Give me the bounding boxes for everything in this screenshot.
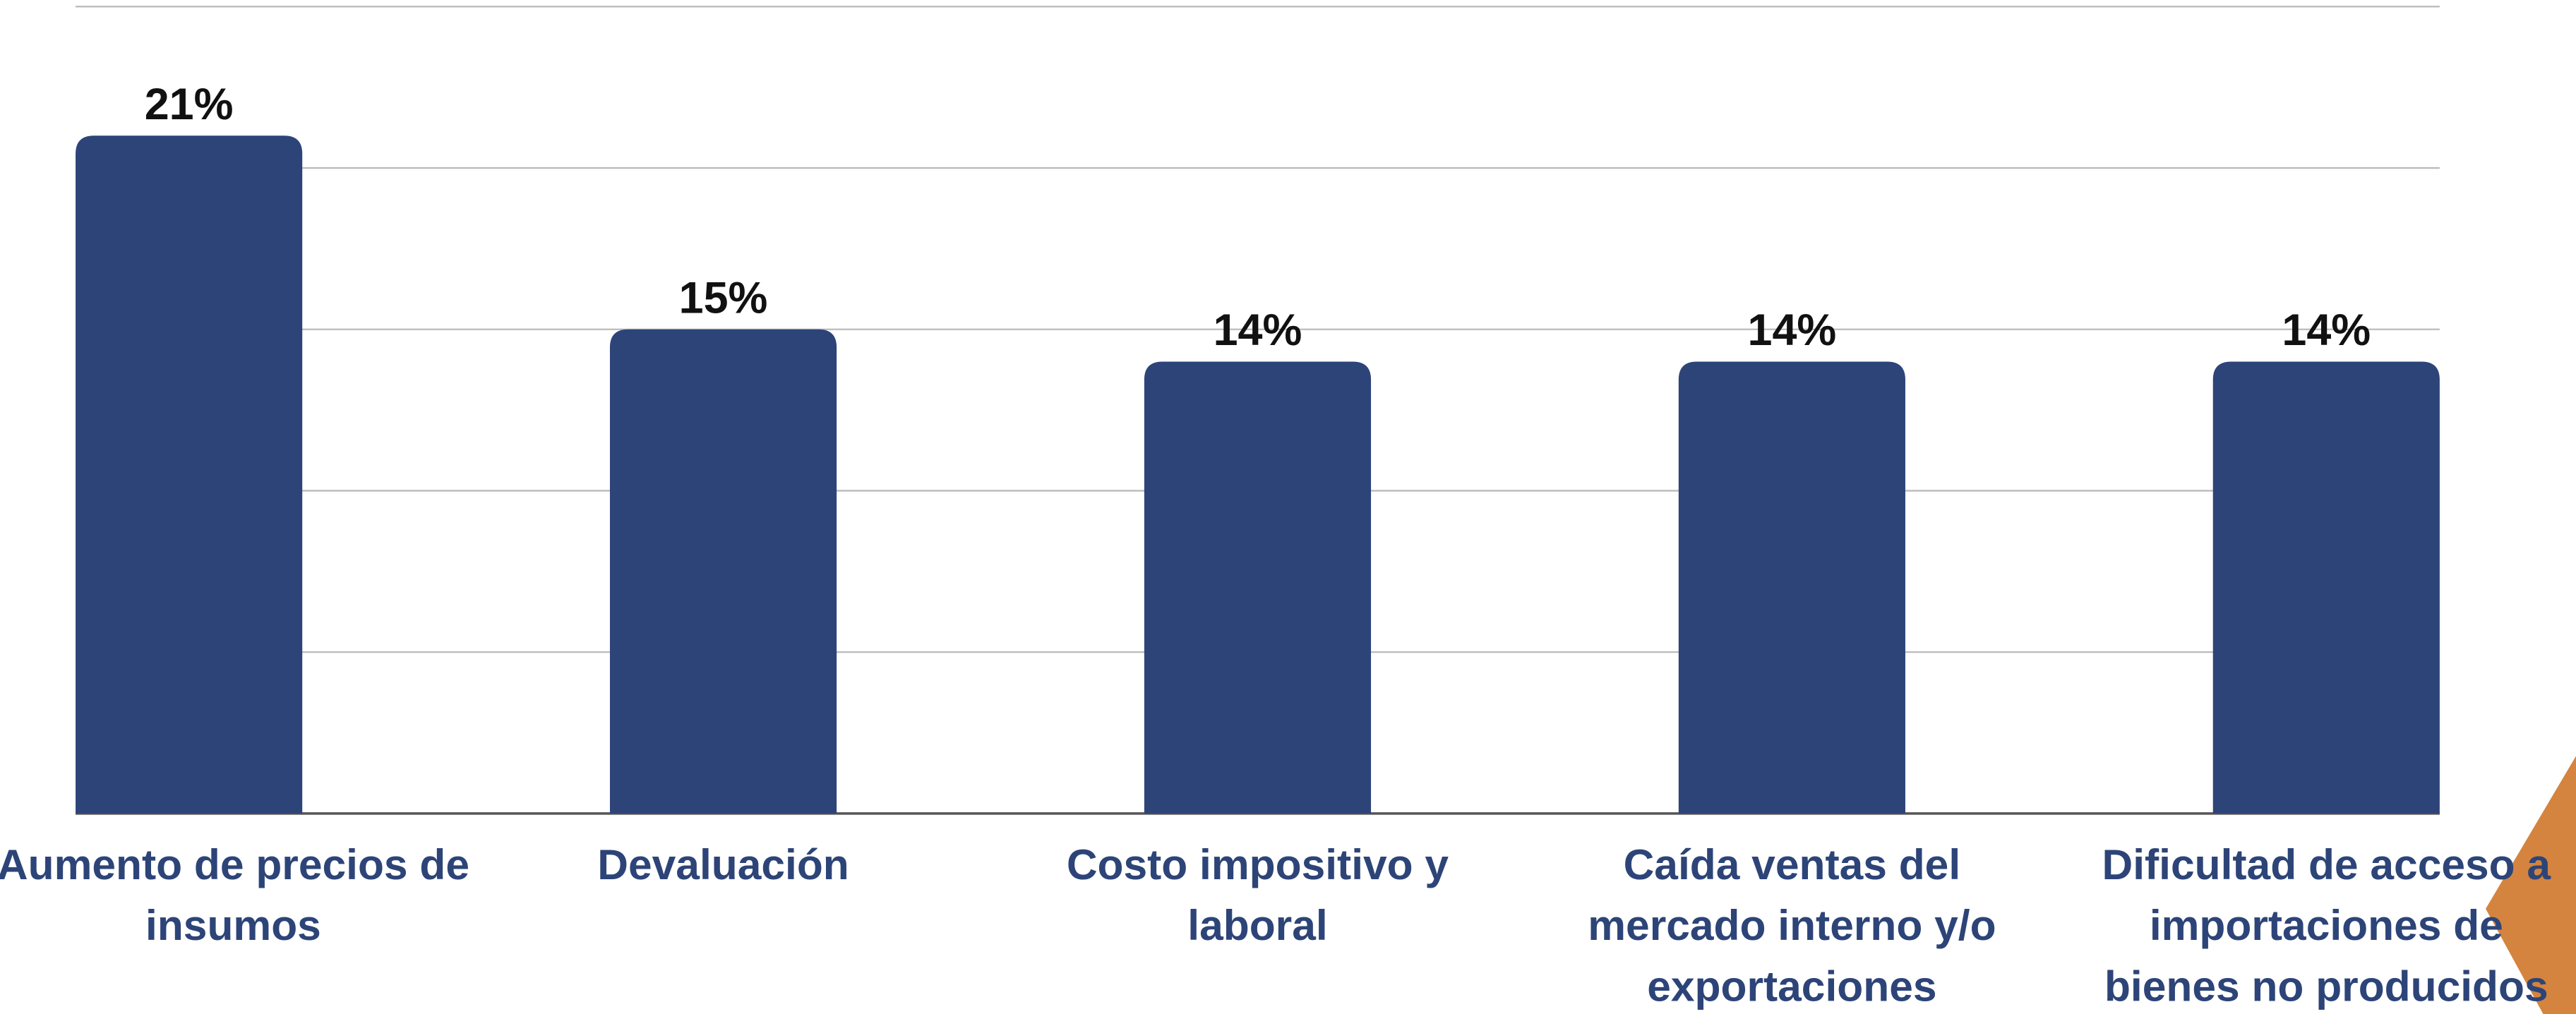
x-tick-label: Dificultad de acceso a importaciones de … bbox=[2102, 840, 2551, 1011]
value-label: 21% bbox=[145, 80, 234, 129]
bar bbox=[1678, 361, 1905, 814]
bar bbox=[1144, 361, 1372, 814]
x-tick-label: Costo impositivo y laboral bbox=[1066, 840, 1449, 950]
value-label: 14% bbox=[1748, 306, 1837, 355]
value-label: 14% bbox=[2282, 306, 2371, 355]
x-tick-label: Aumento de precios de insumos bbox=[0, 840, 469, 950]
value-label: 15% bbox=[679, 273, 768, 322]
x-tick-label: Devaluación bbox=[597, 840, 849, 889]
x-tick-label: Caída ventas del mercado interno y/o exp… bbox=[1588, 840, 1996, 1011]
value-label: 14% bbox=[1214, 306, 1302, 355]
bar bbox=[76, 135, 303, 814]
decoration bbox=[2486, 756, 2576, 1014]
bar bbox=[2212, 361, 2440, 814]
bar bbox=[609, 329, 837, 814]
